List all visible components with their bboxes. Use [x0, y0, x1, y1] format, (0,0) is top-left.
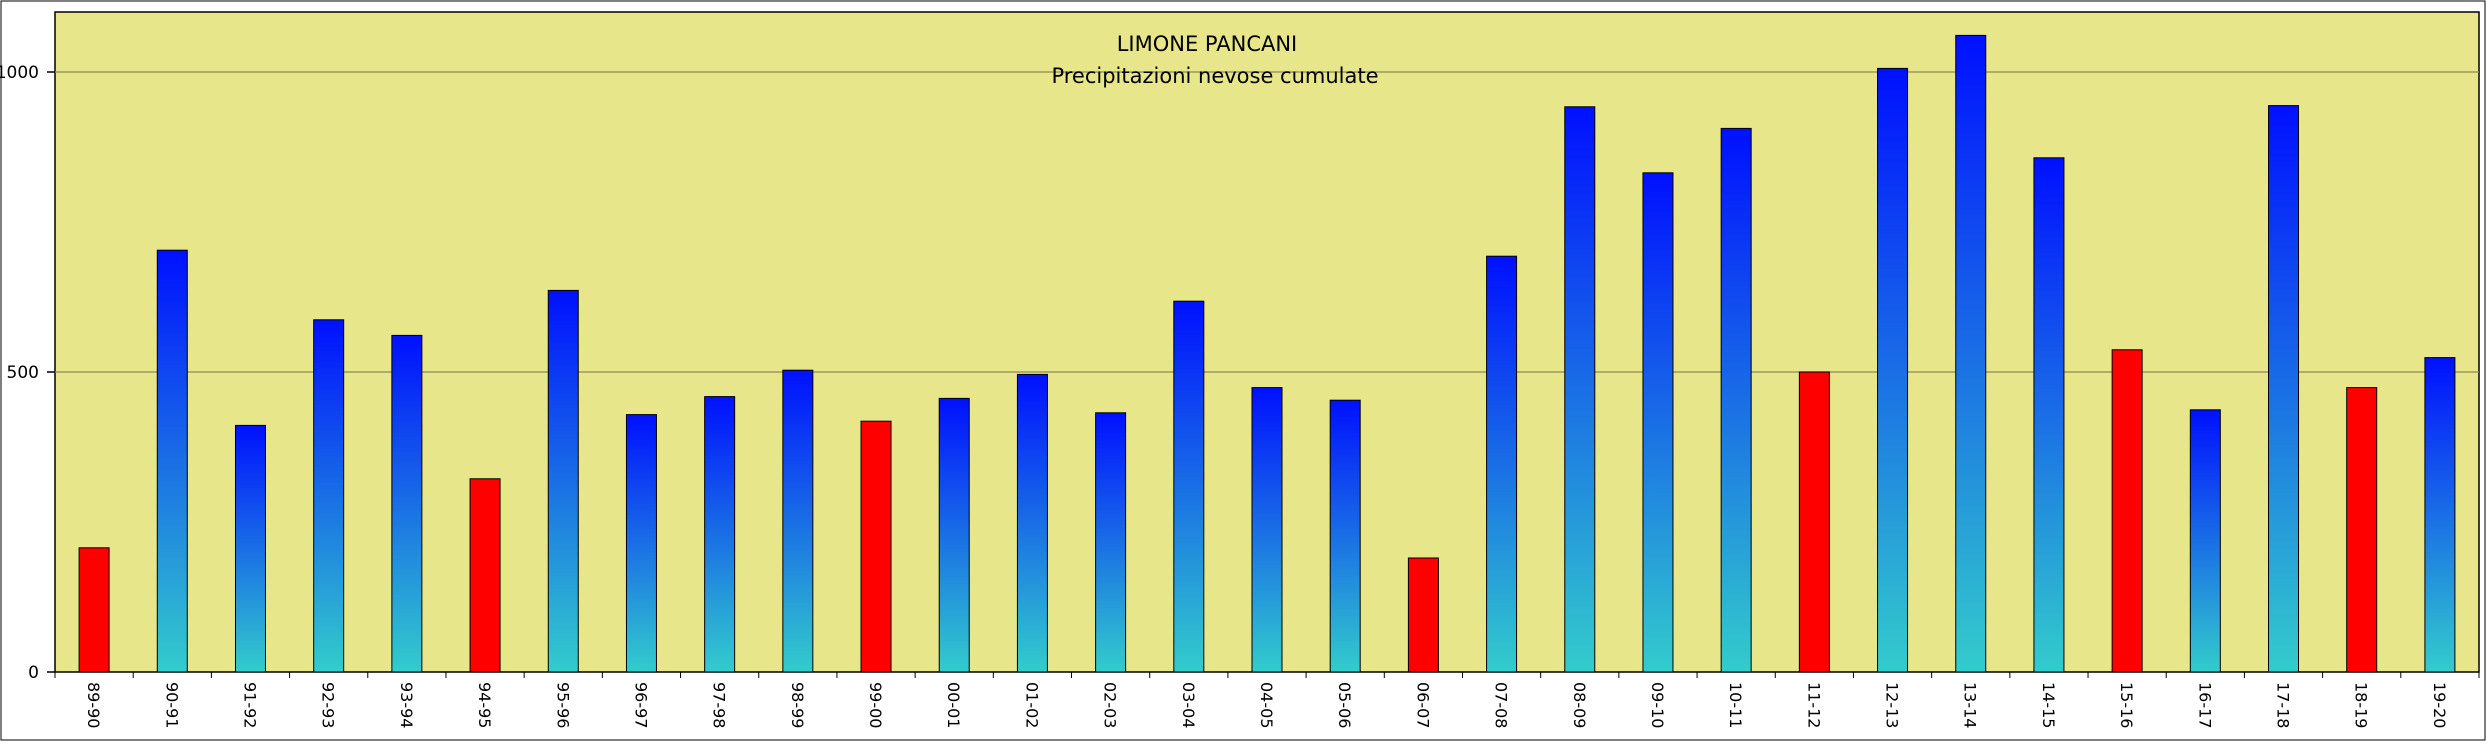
- x-tick-label: 10-11: [1726, 682, 1745, 729]
- bar-18-19: [2346, 387, 2378, 673]
- x-tick-label: 90-91: [162, 682, 181, 729]
- bar-07-08: [1486, 255, 1518, 673]
- chart-subtitle: Precipitazioni nevose cumulate: [1051, 64, 1378, 88]
- bar-92-93: [313, 319, 345, 673]
- bar-04-05: [1251, 387, 1283, 673]
- grid-lines: [55, 71, 2479, 373]
- x-tick-label: 01-02: [1022, 682, 1041, 729]
- x-tick-label: 12-13: [1883, 682, 1902, 729]
- x-tick-label: 08-09: [1570, 682, 1589, 729]
- x-tick-label: 14-15: [2039, 682, 2058, 729]
- x-tick-label: 04-05: [1257, 682, 1276, 729]
- bar-10-11: [1720, 127, 1752, 673]
- x-tick-label: 97-98: [710, 682, 729, 729]
- bar-06-07: [1407, 557, 1439, 673]
- bar-17-18: [2268, 105, 2300, 673]
- bar-89-90: [78, 547, 110, 673]
- bar-09-10: [1642, 172, 1674, 673]
- x-tick-label: 93-94: [397, 682, 416, 729]
- x-tick-label: 18-19: [2352, 682, 2371, 729]
- bar-90-91: [156, 249, 188, 673]
- bar-00-01: [938, 397, 970, 673]
- bar-91-92: [234, 424, 266, 673]
- x-tick-label: 15-16: [2117, 682, 2136, 729]
- x-tick-label: 94-95: [475, 682, 494, 729]
- x-tick-label: 05-06: [1335, 682, 1354, 729]
- bar-97-98: [704, 396, 736, 673]
- x-axis-ticks: 89-90 90-91 91-92 92-93 93-94 94-95 95-96 96-97…: [54, 672, 2480, 729]
- bar-11-12: [1798, 371, 1830, 673]
- y-axis-ticks: 0 500 1000: [0, 63, 55, 683]
- x-tick-label: 03-04: [1179, 682, 1198, 729]
- y-tick-label: 500: [7, 363, 39, 383]
- x-tick-label: 13-14: [1961, 682, 1980, 729]
- bar-96-97: [625, 414, 657, 673]
- x-tick-label: 91-92: [240, 682, 259, 729]
- x-tick-label: 95-96: [553, 682, 572, 729]
- x-tick-label: 17-18: [2274, 682, 2293, 729]
- x-tick-label: 02-03: [1101, 682, 1120, 729]
- x-tick-label: 19-20: [2430, 682, 2449, 729]
- bar-14-15: [2033, 157, 2065, 673]
- x-tick-label: 07-08: [1492, 682, 1511, 729]
- x-tick-label: 96-97: [631, 682, 650, 729]
- bar-93-94: [391, 334, 423, 673]
- x-tick-label: 98-99: [788, 682, 807, 729]
- bar-98-99: [782, 369, 814, 673]
- x-tick-label: 92-93: [319, 682, 338, 729]
- x-tick-label: 89-90: [84, 682, 103, 729]
- bar-02-03: [1095, 412, 1127, 673]
- bar-95-96: [547, 289, 579, 673]
- x-tick-label: 11-12: [1804, 682, 1823, 729]
- bar-13-14: [1955, 34, 1987, 673]
- bar-94-95: [469, 478, 501, 673]
- x-tick-label: 16-17: [2195, 682, 2214, 729]
- bar-19-20: [2424, 357, 2456, 673]
- bar-08-09: [1564, 106, 1596, 673]
- x-tick-label: 09-10: [1648, 682, 1667, 729]
- y-tick-label: 1000: [0, 63, 39, 83]
- x-tick-label: 99-00: [866, 682, 885, 729]
- bars: [78, 34, 2456, 673]
- bar-12-13: [1877, 67, 1909, 673]
- bar-05-06: [1329, 399, 1361, 673]
- bar-01-02: [1016, 373, 1048, 673]
- bar-03-04: [1173, 300, 1205, 673]
- x-tick-label: 00-01: [944, 682, 963, 729]
- chart-title: LIMONE PANCANI: [1117, 32, 1298, 56]
- bar-16-17: [2189, 409, 2221, 673]
- bar-15-16: [2111, 349, 2143, 673]
- bar-99-00: [860, 420, 892, 673]
- x-tick-label: 06-07: [1413, 682, 1432, 729]
- y-tick-label: 0: [28, 663, 39, 683]
